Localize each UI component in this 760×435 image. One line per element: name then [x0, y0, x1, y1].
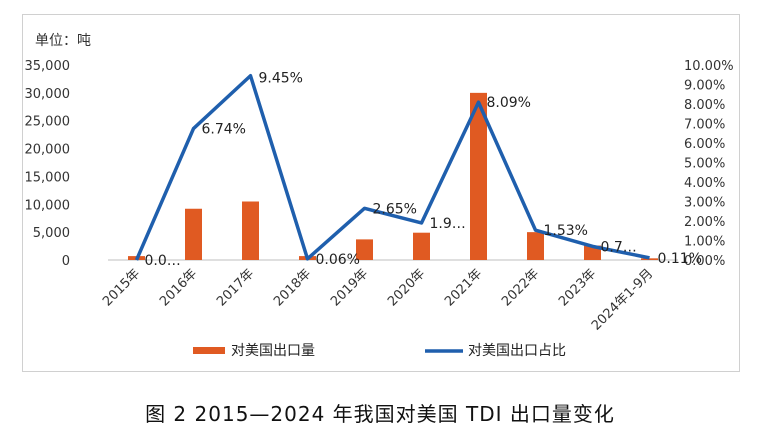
line-data-label: 8.09% — [487, 95, 531, 111]
x-tick-label: 2015年 — [100, 266, 143, 309]
x-tick-label: 2020年 — [385, 266, 428, 309]
line-data-label: 0.0… — [145, 253, 181, 269]
line-data-label: 1.9… — [430, 216, 466, 232]
bar — [641, 258, 658, 260]
line-data-label: 9.45% — [259, 71, 303, 87]
bar — [242, 201, 259, 260]
x-axis-labels: 2015年 2016年 2017年 2018年 2019年 2020年 2021年 2022年… — [100, 266, 656, 333]
right-tick-label: 9.00% — [684, 79, 725, 94]
x-tick-label: 2018年 — [271, 266, 314, 309]
left-tick-label: 0 — [62, 254, 70, 269]
right-axis-ticks: 0.00% 1.00% 2.00% 3.00% 4.00% 5.00% 6.00% 7.00%… — [684, 59, 734, 269]
line-data-label: 0.06% — [316, 252, 360, 268]
right-tick-label: 3.00% — [684, 196, 725, 211]
right-tick-label: 8.00% — [684, 98, 725, 113]
right-tick-label: 2.00% — [684, 215, 725, 230]
legend-swatch-bar — [193, 347, 225, 354]
right-tick-label: 1.00% — [684, 235, 725, 250]
line-data-labels: 0.0… 6.74% 9.45% 0.06% 2.65% 1.9… 8.09% 1.53% 0.… — [145, 71, 702, 269]
left-tick-label: 30,000 — [25, 87, 71, 102]
bar — [413, 232, 430, 260]
x-tick-label: 2023年 — [556, 266, 599, 309]
x-tick-label: 2022年 — [499, 266, 542, 309]
line-data-label: 2.65% — [373, 201, 417, 217]
bar — [584, 245, 601, 260]
right-tick-label: 6.00% — [684, 137, 725, 152]
left-tick-label: 10,000 — [25, 198, 71, 213]
bar — [185, 208, 202, 260]
line-data-label: 0.11% — [658, 251, 702, 267]
line-data-label: 1.53% — [544, 223, 588, 239]
unit-label: 单位：吨 — [35, 33, 91, 49]
line-data-label: 6.74% — [202, 122, 246, 138]
left-tick-label: 20,000 — [25, 143, 71, 158]
legend-label-bar: 对美国出口量 — [231, 343, 315, 359]
left-axis-ticks: 0 5,000 10,000 15,000 20,000 25,000 30,000 35,0… — [25, 59, 71, 269]
line-path — [134, 73, 650, 261]
bar-series — [128, 92, 658, 260]
line-data-label: 0.7… — [601, 239, 637, 255]
x-tick-label: 2017年 — [214, 266, 257, 309]
bar — [527, 232, 544, 260]
left-tick-label: 25,000 — [25, 115, 71, 130]
bar — [356, 239, 373, 260]
line-series — [134, 73, 650, 261]
left-tick-label: 35,000 — [25, 59, 71, 74]
left-tick-label: 5,000 — [33, 226, 70, 241]
right-tick-label: 0.00% — [684, 254, 725, 269]
right-tick-label: 5.00% — [684, 157, 725, 172]
right-tick-label: 7.00% — [684, 118, 725, 133]
chart-frame: 单位：吨 0 5,000 10,000 15,000 20,000 25,000 30,00… — [22, 14, 740, 372]
bar — [470, 92, 487, 260]
x-tick-label: 2024年1-9月 — [589, 266, 656, 333]
legend-label-line: 对美国出口占比 — [468, 343, 566, 359]
figure-caption: 图 2 2015—2024 年我国对美国 TDI 出口量变化 — [145, 402, 615, 426]
right-tick-label: 4.00% — [684, 176, 725, 191]
x-tick-label: 2016年 — [157, 266, 200, 309]
x-tick-label: 2021年 — [442, 266, 485, 309]
x-tick-label: 2019年 — [328, 266, 371, 309]
left-tick-label: 15,000 — [25, 170, 71, 185]
chart-svg: 单位：吨 0 5,000 10,000 15,000 20,000 25,000 30,00… — [25, 33, 734, 359]
legend: 对美国出口量 对美国出口占比 — [193, 343, 566, 359]
right-tick-label: 10.00% — [684, 59, 734, 74]
